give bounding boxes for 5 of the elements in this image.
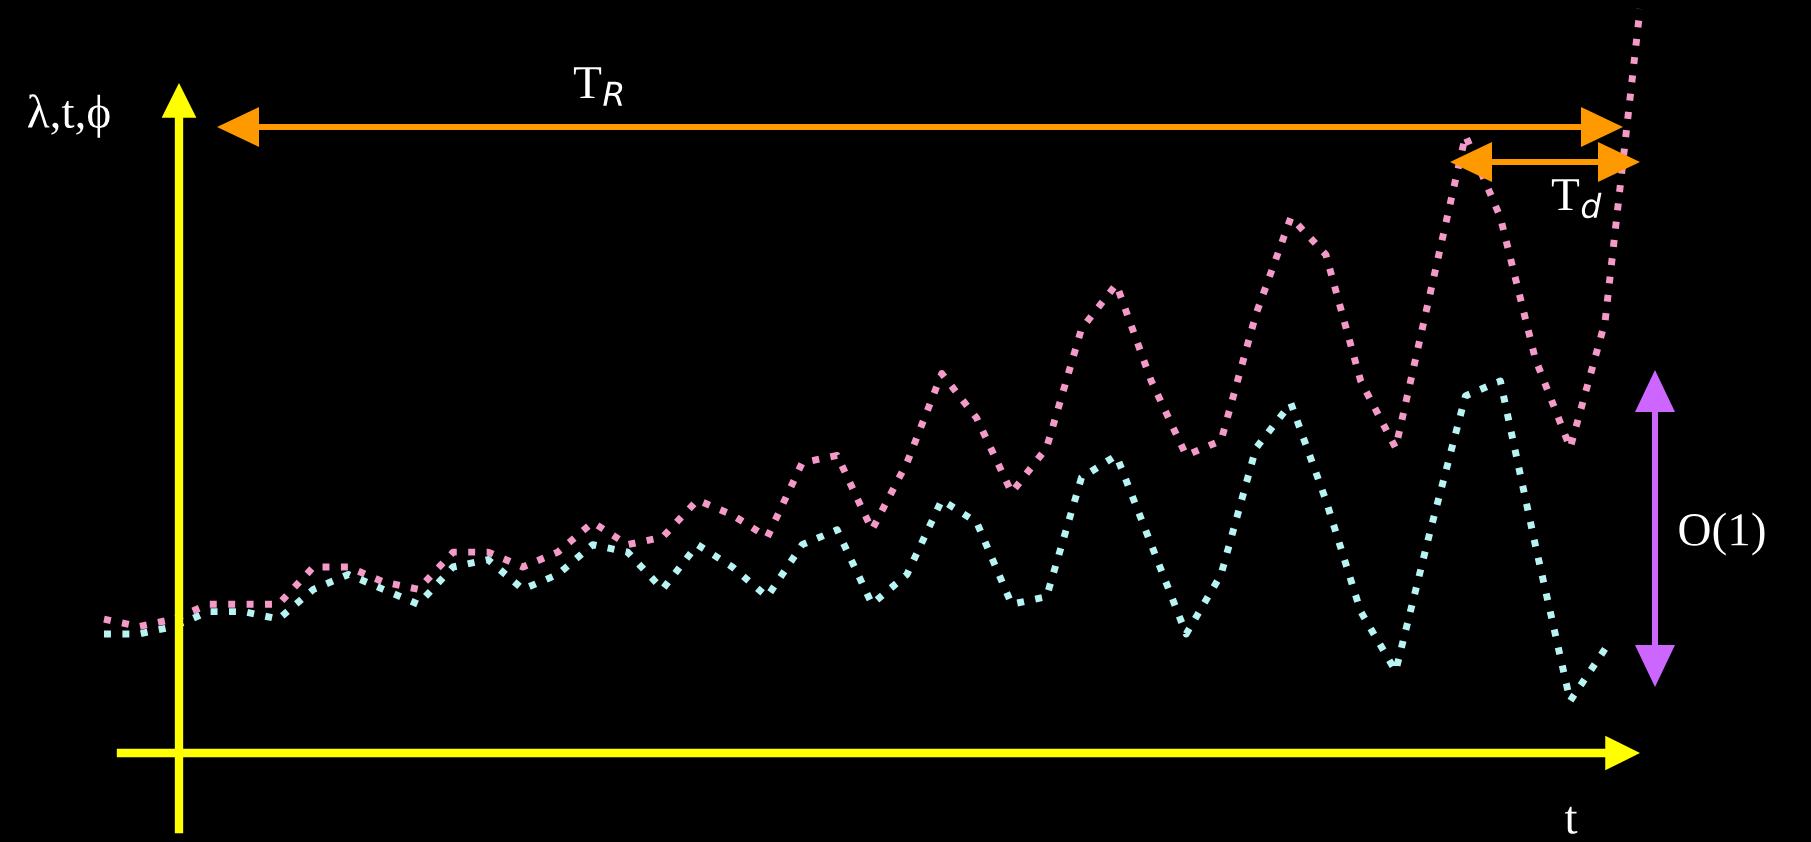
annotation: T$_{d}$ bbox=[1551, 179, 1602, 219]
x-axis-title: t bbox=[1564, 806, 1578, 834]
y-axis-title: λ,t,ϕ bbox=[28, 94, 110, 138]
annotation: T$_{R}$ bbox=[573, 67, 623, 106]
text: O(1) bbox=[1679, 512, 1765, 556]
